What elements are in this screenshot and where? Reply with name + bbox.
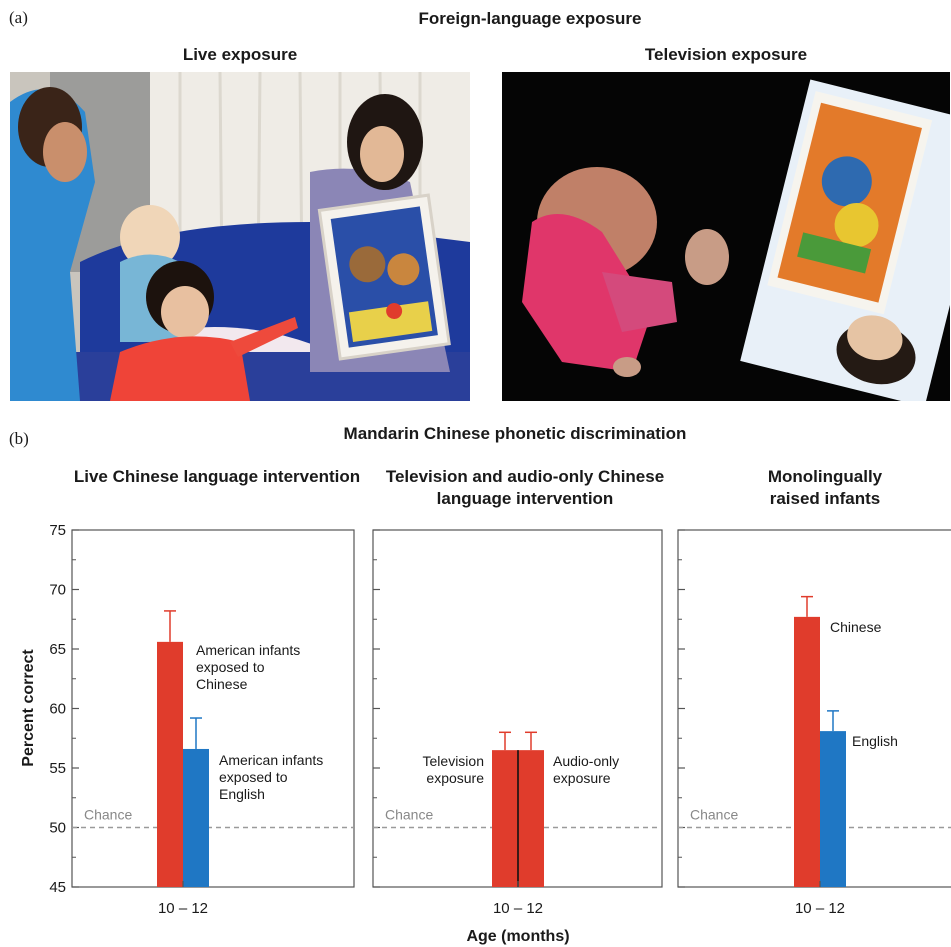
x-axis-title: Age (months)	[466, 928, 569, 945]
subplot-3-bar-1-label-line-0: Chinese	[830, 619, 882, 635]
subplot-1-frame	[71, 529, 355, 888]
y-axis-title: Percent correct	[20, 649, 37, 767]
subplot-3-title: Monolingually raised infants	[767, 467, 883, 508]
panel-b-letter: (b)	[9, 429, 29, 448]
subplot-2-bar-2-label-line-0: Audio-only	[553, 753, 619, 769]
subplot-2-bar-2	[518, 750, 544, 887]
panel-a-letter: (a)	[9, 8, 28, 27]
y-tick-label-60: 60	[49, 701, 66, 718]
y-tick-label-75: 75	[49, 522, 66, 539]
subplot-2-title: Television and audio-only Chinese langua…	[385, 467, 665, 508]
subplot-1-chance-label: Chance	[84, 807, 132, 823]
subplot-1-category-label: 10 – 12	[158, 900, 208, 917]
subplot-3-bar-2-label-line-0: English	[852, 733, 898, 749]
subplot-1-bar-2-label-line-2: English	[219, 786, 265, 802]
subplot-1-bar-2-label-line-1: exposed to	[219, 769, 288, 785]
photo-tv-label: Television exposure	[644, 45, 808, 64]
y-tick-label-50: 50	[49, 820, 66, 837]
subplot-3-bar-2	[820, 731, 846, 887]
subplot-1-bar-1-label-line-0: American infants	[196, 642, 300, 658]
subplot-2-category-label: 10 – 12	[493, 900, 543, 917]
y-tick-label-55: 55	[49, 760, 66, 777]
subplot-3-bar-1	[794, 616, 820, 887]
panel-a-title: Foreign-language exposure	[418, 9, 642, 28]
live-exposure-photo	[10, 72, 470, 401]
subplot-3-category-label: 10 – 12	[795, 900, 845, 917]
subplot-1-bar-2	[183, 748, 209, 887]
subplot-2-bar-1	[492, 750, 518, 887]
subplot-1-bar-1	[157, 641, 183, 887]
subplot-2-bar-1-label-line-1: exposure	[426, 770, 484, 786]
subplot-1-bar-1-label-line-1: exposed to	[196, 659, 265, 675]
panel-b-title: Mandarin Chinese phonetic discrimination	[343, 424, 687, 443]
subplot-1-bar-1-label-line-2: Chinese	[196, 676, 248, 692]
subplot-2-bar-1-label-line-0: Television	[423, 753, 484, 769]
subplot-2-chance-label: Chance	[385, 807, 433, 823]
photo-live-label: Live exposure	[182, 45, 298, 64]
subplot-1-title: Live Chinese language intervention	[73, 467, 361, 486]
subplot-1-bar-2-label-line-0: American infants	[219, 752, 323, 768]
y-tick-label-70: 70	[49, 582, 66, 599]
subplot-2-bar-2-label-line-1: exposure	[553, 770, 611, 786]
television-exposure-photo	[502, 72, 950, 401]
subplot-3-chance-label: Chance	[690, 807, 738, 823]
y-tick-label-45: 45	[49, 879, 66, 896]
y-tick-label-65: 65	[49, 641, 66, 658]
